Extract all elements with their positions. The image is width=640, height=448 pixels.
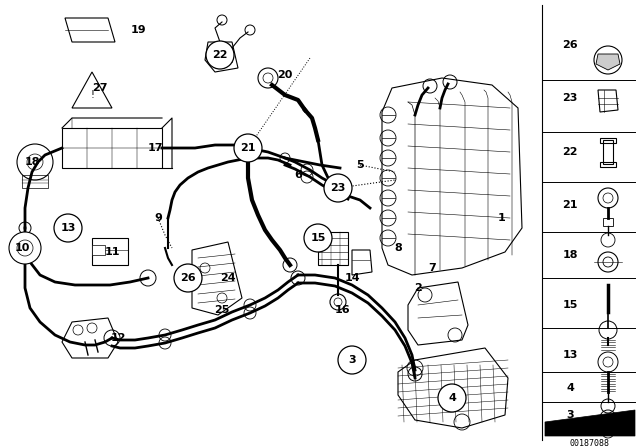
Text: !: ! [90, 90, 94, 100]
Text: 5: 5 [356, 160, 364, 170]
Polygon shape [596, 54, 620, 70]
Text: 3: 3 [566, 410, 574, 420]
Text: 27: 27 [92, 83, 108, 93]
Text: 15: 15 [310, 233, 326, 243]
Text: 14: 14 [344, 273, 360, 283]
Text: 4: 4 [448, 393, 456, 403]
Circle shape [175, 265, 201, 291]
Polygon shape [92, 245, 105, 255]
Circle shape [338, 346, 366, 374]
Text: 17: 17 [147, 143, 163, 153]
Text: 16: 16 [334, 305, 350, 315]
Circle shape [324, 174, 352, 202]
Text: 19: 19 [130, 25, 146, 35]
Bar [603, 218, 613, 226]
Text: 24: 24 [220, 273, 236, 283]
Text: 23: 23 [330, 183, 346, 193]
Text: 23: 23 [563, 93, 578, 103]
Text: 20: 20 [277, 70, 292, 80]
Text: 22: 22 [212, 50, 228, 60]
Text: 21: 21 [563, 200, 578, 210]
Text: 13: 13 [60, 223, 76, 233]
Bar [600, 138, 616, 143]
Text: 26: 26 [562, 40, 578, 50]
Circle shape [206, 41, 234, 69]
Circle shape [234, 134, 262, 162]
Bar [603, 140, 613, 164]
Text: 11: 11 [104, 247, 120, 257]
Circle shape [9, 232, 41, 264]
Text: 2: 2 [414, 283, 422, 293]
Text: 15: 15 [563, 300, 578, 310]
Text: 4: 4 [566, 383, 574, 393]
Text: 00187088: 00187088 [570, 439, 610, 448]
Circle shape [304, 224, 332, 252]
Text: 21: 21 [240, 143, 256, 153]
Circle shape [174, 264, 202, 292]
Text: 12: 12 [110, 333, 125, 343]
Text: 8: 8 [394, 243, 402, 253]
Circle shape [438, 384, 466, 412]
Text: 26: 26 [180, 273, 196, 283]
Text: 3: 3 [348, 355, 356, 365]
Polygon shape [545, 410, 635, 436]
Text: 7: 7 [428, 263, 436, 273]
Text: 13: 13 [563, 350, 578, 360]
Text: 9: 9 [154, 213, 162, 223]
Text: 18: 18 [24, 157, 40, 167]
Text: 22: 22 [563, 147, 578, 157]
Text: 10: 10 [14, 243, 29, 253]
Text: 1: 1 [498, 213, 506, 223]
Text: 18: 18 [563, 250, 578, 260]
Text: 6: 6 [294, 170, 302, 180]
Text: 25: 25 [214, 305, 230, 315]
Circle shape [54, 214, 82, 242]
Bar [600, 162, 616, 167]
